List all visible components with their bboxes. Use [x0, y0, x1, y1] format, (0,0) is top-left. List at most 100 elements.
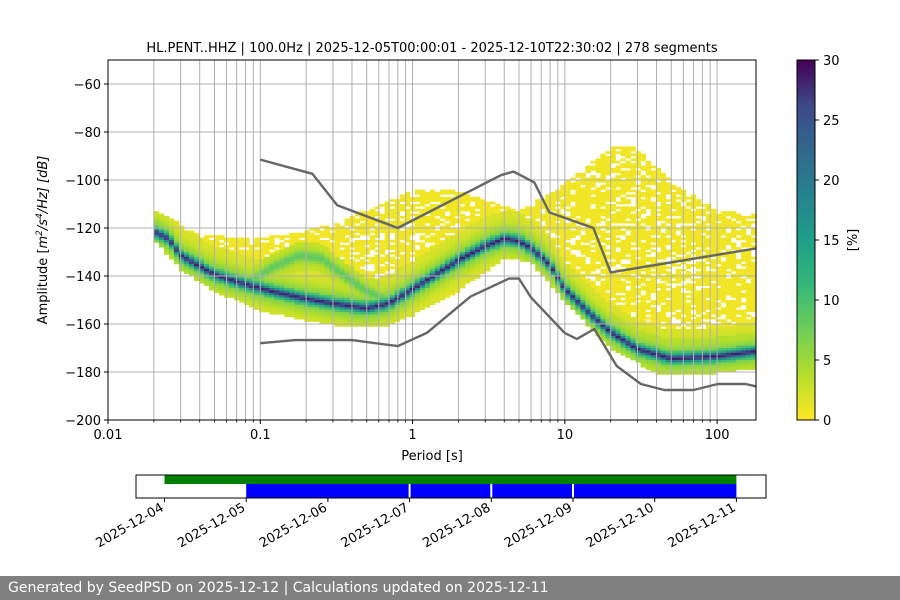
density-cell	[264, 285, 270, 289]
density-cell	[364, 307, 371, 310]
density-cell	[635, 254, 641, 258]
density-cell	[685, 288, 692, 291]
density-cell	[565, 182, 571, 186]
density-cell	[730, 331, 737, 334]
density-cell	[730, 273, 737, 277]
density-cell	[359, 319, 365, 322]
density-cell	[429, 259, 436, 262]
density-cell	[374, 232, 381, 236]
density-cell	[640, 302, 647, 306]
density-cell	[640, 321, 647, 325]
density-cell	[374, 309, 381, 313]
density-cell	[354, 312, 360, 315]
density-cell	[535, 216, 541, 219]
density-cell	[665, 278, 672, 282]
density-cell	[695, 309, 702, 313]
density-cell	[695, 266, 702, 270]
density-cell	[249, 259, 255, 262]
density-cell	[720, 360, 727, 363]
density-cell	[635, 273, 641, 277]
density-cell	[244, 276, 250, 279]
density-cell	[650, 364, 657, 368]
density-cell	[284, 252, 290, 255]
density-cell	[720, 336, 727, 339]
density-cell	[725, 367, 732, 370]
density-cell	[710, 360, 717, 363]
density-cell	[329, 247, 335, 250]
density-cell	[725, 223, 732, 226]
density-cell	[229, 261, 235, 265]
density-cell	[289, 247, 295, 250]
density-cell	[289, 252, 295, 255]
density-cell	[193, 261, 200, 265]
density-cell	[750, 278, 756, 282]
density-cell	[630, 304, 636, 308]
density-cell	[585, 309, 591, 313]
density-cell	[635, 211, 641, 214]
density-cell	[630, 180, 636, 183]
density-cell	[735, 324, 742, 327]
density-cell	[214, 288, 220, 291]
density-cell	[264, 249, 270, 253]
density-cell	[530, 247, 536, 250]
density-cell	[545, 268, 551, 272]
density-cell	[264, 292, 270, 296]
density-cell	[314, 290, 320, 294]
density-cell	[214, 254, 220, 258]
density-cell	[605, 180, 611, 183]
density-cell	[319, 309, 325, 313]
density-cell	[515, 228, 521, 231]
density-cell	[635, 328, 641, 332]
density-cell	[625, 148, 631, 152]
density-cell	[725, 316, 732, 320]
density-cell	[359, 249, 365, 253]
density-cell	[560, 259, 566, 262]
density-cell	[324, 309, 330, 313]
density-cell	[565, 235, 571, 238]
density-cell	[655, 196, 662, 200]
density-cell	[595, 321, 601, 325]
density-cell	[725, 350, 732, 354]
density-cell	[625, 165, 631, 169]
density-cell	[580, 283, 586, 286]
density-cell	[655, 228, 662, 231]
density-cell	[695, 228, 702, 231]
density-cell	[419, 237, 426, 241]
density-cell	[364, 302, 371, 306]
density-cell	[359, 252, 365, 255]
density-cell	[635, 228, 641, 231]
density-cell	[615, 218, 621, 222]
density-cell	[715, 362, 722, 366]
density-cell	[289, 240, 295, 243]
density-cell	[274, 309, 280, 313]
density-cell	[615, 146, 621, 150]
density-cell	[580, 211, 586, 214]
density-cell	[314, 302, 320, 306]
density-cell	[670, 273, 677, 277]
density-cell	[490, 211, 496, 214]
density-cell	[655, 343, 662, 346]
density-cell	[700, 340, 707, 344]
density-cell	[429, 271, 436, 274]
density-cell	[550, 247, 556, 250]
density-cell	[304, 268, 310, 272]
density-cell	[344, 254, 350, 258]
density-cell	[264, 242, 270, 246]
density-cell	[289, 259, 295, 262]
density-cell	[610, 326, 616, 330]
density-cell	[640, 309, 647, 313]
density-cell	[630, 290, 636, 294]
density-cell	[675, 204, 682, 207]
density-cell	[219, 276, 225, 279]
density-cell	[264, 302, 270, 306]
density-cell	[424, 220, 431, 224]
density-cell	[525, 237, 531, 241]
density-cell	[505, 211, 511, 214]
density-cell	[454, 228, 461, 231]
density-cell	[439, 196, 446, 200]
density-cell	[585, 252, 591, 255]
density-cell	[635, 283, 641, 286]
density-cell	[695, 362, 702, 366]
density-cell	[610, 187, 616, 190]
density-cell	[540, 271, 546, 274]
